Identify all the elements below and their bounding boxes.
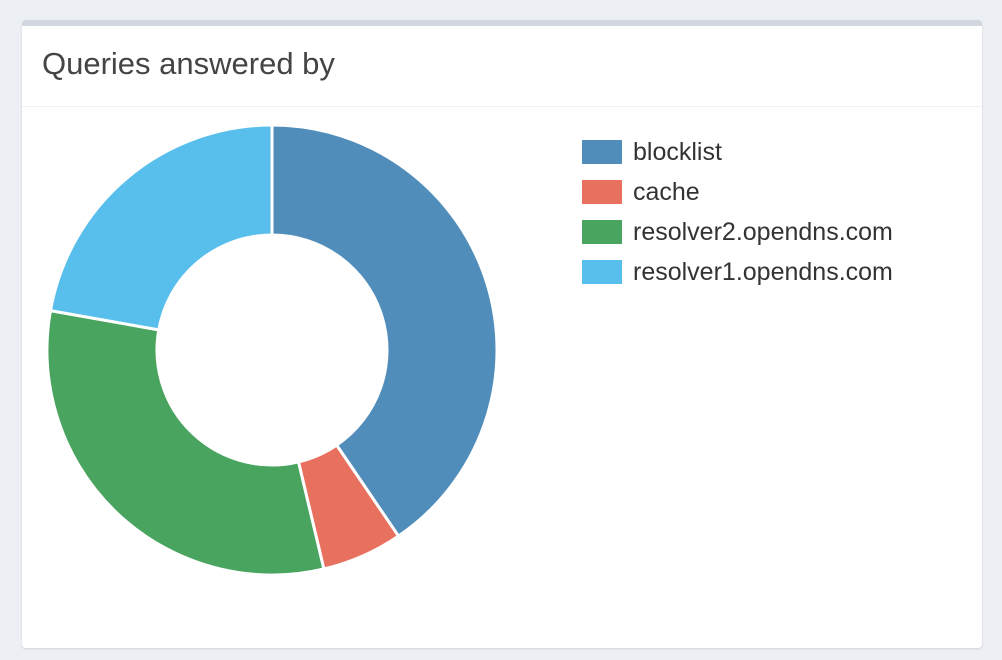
legend-label: resolver2.opendns.com bbox=[633, 217, 893, 246]
legend-item[interactable]: blocklist bbox=[582, 132, 893, 172]
queries-answered-by-card: Queries answered by blocklist cache resolv… bbox=[22, 20, 982, 648]
legend-label: cache bbox=[633, 177, 700, 206]
legend-swatch bbox=[582, 260, 622, 284]
slice-resolver2-opendns-com[interactable] bbox=[45, 308, 326, 577]
donut-chart bbox=[45, 123, 499, 577]
legend-item[interactable]: resolver2.opendns.com bbox=[582, 212, 893, 252]
card-title: Queries answered by bbox=[42, 46, 335, 81]
slice-resolver1-opendns-com[interactable] bbox=[48, 123, 274, 332]
legend-item[interactable]: resolver1.opendns.com bbox=[582, 252, 893, 292]
card-header: Queries answered by bbox=[22, 26, 982, 107]
chart-area: blocklist cache resolver2.opendns.com resol… bbox=[22, 107, 982, 648]
slice-blocklist[interactable] bbox=[270, 123, 499, 539]
legend-swatch bbox=[582, 220, 622, 244]
legend-item[interactable]: cache bbox=[582, 172, 893, 212]
legend-swatch bbox=[582, 140, 622, 164]
legend-label: blocklist bbox=[633, 137, 722, 166]
legend-label: resolver1.opendns.com bbox=[633, 257, 893, 286]
legend-swatch bbox=[582, 180, 622, 204]
chart-legend: blocklist cache resolver2.opendns.com resol… bbox=[582, 132, 893, 292]
